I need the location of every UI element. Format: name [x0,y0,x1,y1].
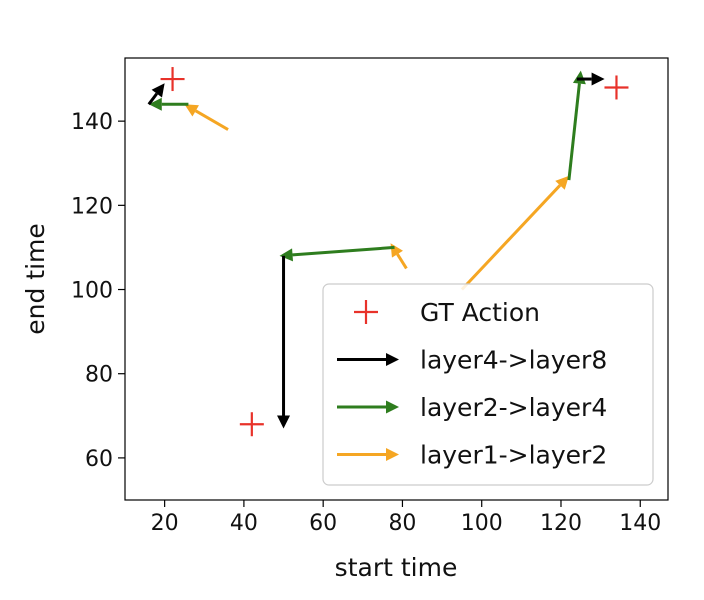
gt-action-point [160,67,185,92]
arrow-head [555,175,569,190]
arrow-layer1-layer2 [184,104,229,131]
legend-box [322,283,654,486]
plot-marks [147,67,629,437]
arrow-shaft [460,184,562,291]
arrow-head [148,97,162,111]
arrow-head [572,70,586,85]
legend-label: GT Action [420,298,540,327]
x-tick-label: 100 [461,511,503,536]
x-axis-label: start time [335,553,458,582]
y-tick-label: 60 [85,447,113,472]
arrow-shaft [396,253,408,270]
arrow-head [184,104,199,117]
x-tick-label: 80 [388,511,416,536]
arrow-layer2-layer4 [148,97,189,111]
legend-label: layer4->layer8 [420,346,607,375]
arrow-head [386,400,399,414]
x-tick-label: 60 [309,511,337,536]
y-tick-label: 80 [85,363,113,388]
arrow-head [386,353,399,366]
arrow-head [591,72,605,86]
y-tick-label: 100 [71,279,113,304]
legend-arrow-marker [337,400,399,414]
legend-gt-action-marker [354,300,378,324]
arrow-head [277,415,291,429]
arrow-layer2-layer4 [279,245,395,262]
gt-action-point [239,412,264,437]
arrow-layer4-layer8 [277,255,291,429]
x-tick-label: 120 [540,511,582,536]
legend: GT Action layer4->layer8 layer2->layer4 lay… [322,283,654,486]
x-tick-label: 140 [619,511,661,536]
gt-action-point [604,75,629,100]
arrow-shaft [194,109,229,131]
arrow-head [151,83,165,98]
arrow-shaft [147,92,159,106]
arrow-head [386,448,399,461]
arrow-head [279,248,294,262]
y-axis-label: end time [21,223,50,335]
legend-arrow-marker [337,448,399,461]
arrow-shaft [567,83,581,181]
y-tick-label: 120 [71,194,113,219]
arrow-layer4-layer8 [147,83,165,106]
legend-label: layer1->layer2 [420,441,607,470]
arrow-layer2-layer4 [567,70,586,181]
x-tick-label: 20 [151,511,179,536]
arrow-shaft [292,245,395,257]
arrow-layer1-layer2 [460,175,569,291]
arrow-layer4-layer8 [576,72,605,86]
y-tick-label: 140 [71,110,113,135]
axis-ticks: 20 40 60 80 100 120 140 60 80 100 120 140 [71,110,661,536]
x-tick-label: 40 [230,511,258,536]
legend-label: layer2->layer4 [420,393,607,422]
legend-arrow-marker [337,353,399,366]
